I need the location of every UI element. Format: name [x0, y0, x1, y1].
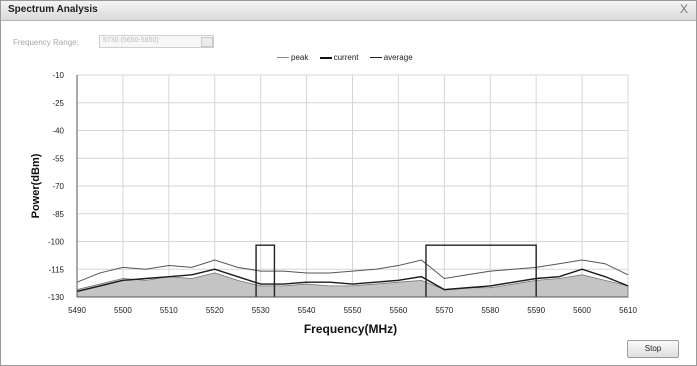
close-icon[interactable]: X [679, 2, 688, 16]
channel-markers [255, 244, 537, 297]
title-bar[interactable]: Spectrum Analysis X [1, 1, 696, 21]
x-tick-label: 5590 [527, 306, 545, 315]
x-tick-label: 5510 [160, 306, 178, 315]
chart-grid [76, 74, 629, 298]
average-area [76, 272, 629, 298]
y-tick-label: -70 [52, 182, 64, 191]
average-series [76, 272, 629, 298]
chart-legend: peak current average [277, 53, 422, 65]
legend-swatch-average [369, 57, 382, 59]
x-tick-label: 5500 [114, 306, 132, 315]
y-tick-label: -130 [48, 293, 65, 302]
y-tick-label: -55 [52, 154, 64, 163]
y-axis-title: Power(dBm) [30, 153, 42, 218]
legend-label-peak: peak [291, 53, 309, 62]
x-tick-label: 5490 [68, 306, 86, 315]
legend-swatch-peak [277, 57, 289, 59]
frequency-range-dropdown-icon[interactable] [201, 37, 213, 47]
x-axis-title: Frequency(MHz) [304, 322, 397, 336]
y-tick-label: -25 [52, 99, 64, 108]
y-tick-label: -115 [49, 265, 65, 274]
stop-button[interactable]: Stop [627, 340, 679, 358]
y-tick-label: -10 [52, 71, 64, 80]
window-title: Spectrum Analysis [8, 4, 98, 15]
chart-axes: 5490 5500 5510 5520 5530 5540 5550 5560 5570 5580… [48, 71, 637, 315]
y-tick-label: -40 [52, 127, 64, 136]
legend-label-average: average [383, 53, 413, 62]
frequency-range-select[interactable]: 5730 (5650-5850) [99, 35, 214, 48]
x-tick-label: 5550 [344, 306, 362, 315]
x-tick-label: 5520 [206, 306, 224, 315]
frequency-range-label: Frequency Range: [13, 38, 79, 47]
legend-swatch-current [319, 56, 332, 59]
y-tick-label: -100 [48, 238, 65, 247]
legend-item-average: average [369, 53, 413, 62]
x-tick-label: 5540 [298, 306, 316, 315]
x-tick-label: 5600 [573, 306, 591, 315]
x-tick-label: 5610 [619, 306, 637, 315]
channel-marker [255, 244, 276, 297]
x-tick-label: 5530 [252, 306, 270, 315]
legend-item-current: current [319, 53, 359, 62]
channel-marker [425, 244, 537, 297]
legend-label-current: current [333, 53, 359, 62]
spectrum-chart: 5490 5500 5510 5520 5530 5540 5550 5560 5570 5580… [30, 71, 637, 336]
x-tick-label: 5580 [481, 306, 499, 315]
legend-item-peak: peak [277, 53, 308, 62]
x-tick-label: 5570 [435, 306, 453, 315]
x-tick-label: 5560 [390, 306, 408, 315]
y-tick-label: -85 [52, 210, 64, 219]
